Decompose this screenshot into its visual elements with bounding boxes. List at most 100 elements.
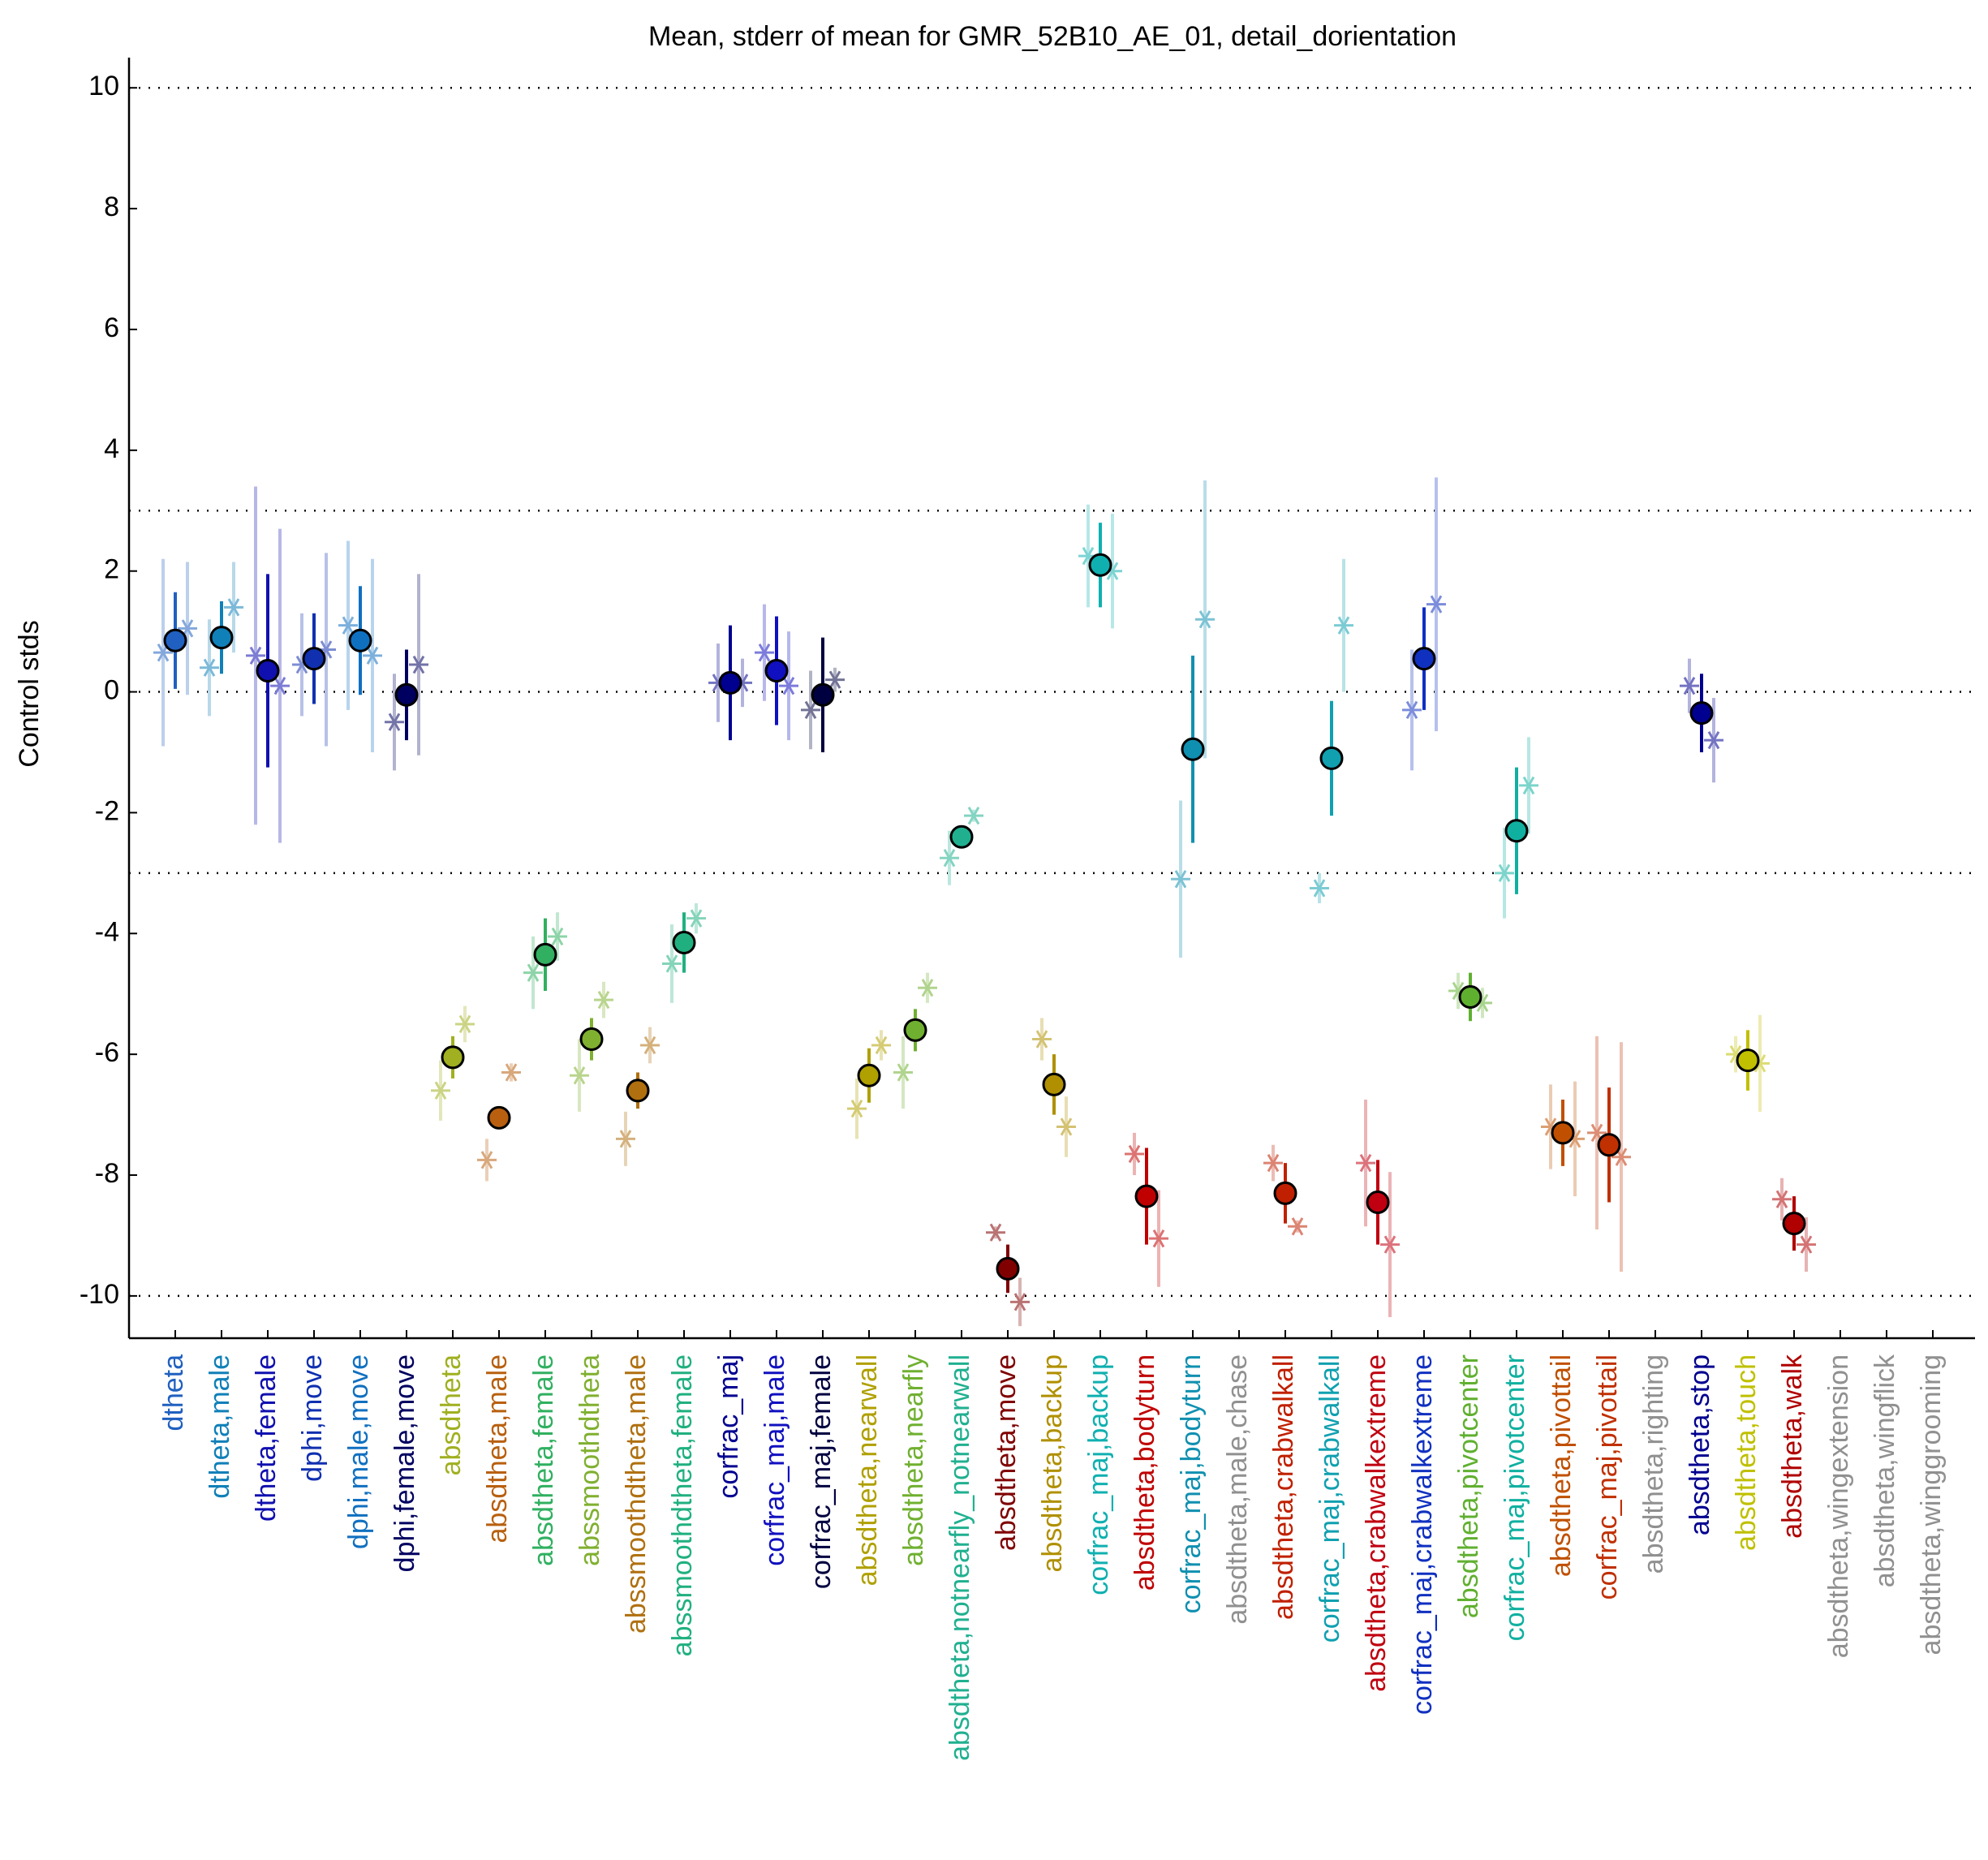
subgroup-marker (640, 1035, 660, 1055)
x-tick-label: corfrac_maj (713, 1354, 744, 1499)
mean-marker (949, 825, 974, 849)
mean-marker (1736, 1048, 1760, 1073)
y-tick-label: -6 (95, 1037, 119, 1068)
subgroup-marker (801, 700, 820, 720)
mean-marker (1366, 1190, 1390, 1215)
subgroup-marker (338, 616, 358, 635)
subgroup-marker (871, 1035, 891, 1055)
x-tick-label: abssmoothdtheta,female (667, 1354, 698, 1656)
mean-marker (626, 1079, 650, 1103)
subgroup-marker (1171, 870, 1190, 889)
mean-marker (1412, 647, 1436, 671)
subgroup-marker (1356, 1153, 1375, 1173)
y-tick-label: -8 (95, 1158, 119, 1189)
mean-marker (1458, 984, 1482, 1009)
mean-marker (1134, 1184, 1159, 1208)
subgroup-marker (686, 909, 706, 928)
subgroup-marker (1149, 1229, 1168, 1248)
y-tick-label: -4 (95, 916, 119, 947)
subgroup-marker (662, 954, 682, 973)
x-tick-label: absdtheta,winggrooming (1916, 1354, 1947, 1655)
mean-marker (1273, 1181, 1297, 1205)
y-axis-label: Control stds (14, 620, 45, 767)
subgroup-marker (986, 1223, 1005, 1242)
y-tick-label: 0 (104, 675, 119, 706)
subgroup-marker (1056, 1117, 1076, 1136)
x-tick-label: absdtheta,touch (1731, 1354, 1762, 1551)
y-tick-label: 6 (104, 312, 119, 343)
x-tick-label: corfrac_maj,backup (1083, 1354, 1114, 1595)
subgroup-marker (1797, 1235, 1816, 1254)
mean-marker (857, 1063, 881, 1087)
x-tick-label: dphi,male,move (343, 1354, 374, 1549)
subgroup-marker (1195, 610, 1215, 629)
y-tick-label: 2 (104, 554, 119, 585)
x-tick-label: corfrac_maj,bodyturn (1176, 1354, 1207, 1613)
mean-marker (348, 628, 372, 652)
subgroup-marker (847, 1100, 867, 1118)
y-tick-label: 4 (104, 433, 119, 464)
subgroup-marker (1402, 700, 1422, 720)
mean-marker (718, 670, 742, 695)
x-tick-label: absdtheta,bodyturn (1130, 1354, 1160, 1591)
mean-marker (163, 628, 187, 652)
mean-marker (811, 682, 835, 707)
x-tick-label: corfrac_maj,crabwalkall (1315, 1354, 1345, 1643)
mean-marker (394, 682, 419, 707)
subgroup-marker (570, 1066, 589, 1085)
subgroup-marker (1310, 879, 1329, 898)
subgroup-marker (1334, 616, 1353, 635)
x-tick-label: dtheta,female (251, 1354, 282, 1522)
subgroup-marker (1125, 1144, 1144, 1164)
mean-marker (672, 930, 696, 954)
x-tick-label: corfrac_maj,female (806, 1354, 837, 1589)
mean-marker (1088, 553, 1112, 577)
subgroup-marker (1380, 1235, 1400, 1254)
subgroup-marker (1263, 1153, 1283, 1173)
mean-marker (441, 1045, 465, 1070)
x-tick-label: absdtheta,backup (1037, 1354, 1068, 1572)
x-tick-label: corfrac_maj,male (759, 1354, 790, 1566)
x-tick-label: dtheta,male (204, 1354, 235, 1499)
subgroup-marker (385, 713, 404, 731)
y-tick-label: 8 (104, 192, 119, 222)
x-tick-label: dphi,female,move (389, 1354, 420, 1572)
x-tick-label: dphi,move (297, 1354, 328, 1482)
subgroup-marker (431, 1081, 450, 1100)
x-tick-label: absdtheta,walk (1777, 1354, 1808, 1539)
x-tick-label: absdtheta,male (482, 1354, 513, 1544)
x-tick-label: absdtheta (436, 1354, 467, 1475)
mean-marker (579, 1027, 604, 1052)
subgroup-marker (1772, 1190, 1792, 1208)
subgroup-marker (1288, 1217, 1307, 1236)
chart-title: Mean, stderr of mean for GMR_52B10_AE_01… (648, 21, 1457, 52)
mean-marker (903, 1018, 927, 1042)
mean-marker (1504, 819, 1529, 843)
mean-marker (487, 1105, 511, 1130)
subgroup-marker (246, 646, 265, 665)
y-tick-label: 10 (88, 71, 119, 101)
subgroup-marker (224, 598, 243, 617)
subgroup-marker (270, 676, 290, 695)
mean-marker (1782, 1212, 1806, 1236)
subgroup-marker (200, 658, 219, 677)
subgroup-marker (1704, 730, 1723, 750)
subgroup-marker (825, 670, 845, 689)
x-tick-label: absdtheta,move (991, 1354, 1022, 1551)
subgroup-marker (548, 927, 567, 946)
mean-marker (1551, 1121, 1575, 1145)
subgroup-marker (1519, 776, 1538, 795)
subgroup-marker (1495, 863, 1514, 883)
x-tick-label: absdtheta,nearfly (898, 1354, 929, 1566)
subgroup-marker (779, 676, 798, 695)
x-tick-label: absdtheta,crabwalkall (1268, 1354, 1299, 1620)
subgroup-marker (409, 655, 428, 674)
x-tick-label: absdtheta,pivottail (1546, 1354, 1577, 1577)
subgroup-marker (594, 991, 613, 1010)
mean-marker (1319, 746, 1344, 770)
subgroup-marker (616, 1130, 635, 1148)
x-tick-label: absdtheta,nearwall (852, 1354, 883, 1586)
x-tick-label: absdtheta,stop (1685, 1354, 1715, 1535)
mean-marker (1042, 1072, 1066, 1096)
